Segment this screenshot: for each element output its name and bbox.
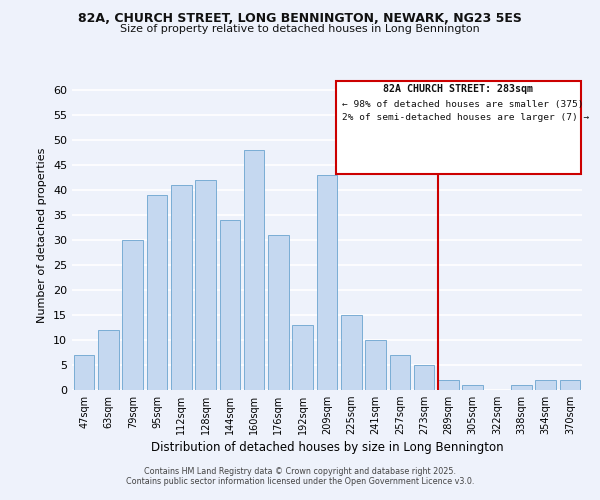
Bar [511,385,532,390]
Bar [365,340,386,390]
Bar [463,385,483,390]
Bar [317,175,337,390]
Text: ← 98% of detached houses are smaller (375): ← 98% of detached houses are smaller (37… [342,100,583,109]
Bar [122,240,143,390]
Bar [438,380,459,390]
Bar [414,365,434,390]
Bar [292,325,313,390]
Bar [98,330,119,390]
Text: 82A CHURCH STREET: 283sqm: 82A CHURCH STREET: 283sqm [383,84,533,94]
Bar [74,355,94,390]
Text: 2% of semi-detached houses are larger (7) →: 2% of semi-detached houses are larger (7… [342,113,589,122]
Bar [389,355,410,390]
Bar [146,195,167,390]
Text: 82A, CHURCH STREET, LONG BENNINGTON, NEWARK, NG23 5ES: 82A, CHURCH STREET, LONG BENNINGTON, NEW… [78,12,522,26]
Bar [560,380,580,390]
Bar [244,150,265,390]
Y-axis label: Number of detached properties: Number of detached properties [37,148,47,322]
Bar [195,180,216,390]
Bar [535,380,556,390]
Bar [268,235,289,390]
Text: Contains HM Land Registry data © Crown copyright and database right 2025.: Contains HM Land Registry data © Crown c… [144,467,456,476]
Text: Contains public sector information licensed under the Open Government Licence v3: Contains public sector information licen… [126,477,474,486]
Text: Size of property relative to detached houses in Long Bennington: Size of property relative to detached ho… [120,24,480,34]
Bar [220,220,240,390]
Bar [171,185,191,390]
Bar [341,315,362,390]
X-axis label: Distribution of detached houses by size in Long Bennington: Distribution of detached houses by size … [151,442,503,454]
